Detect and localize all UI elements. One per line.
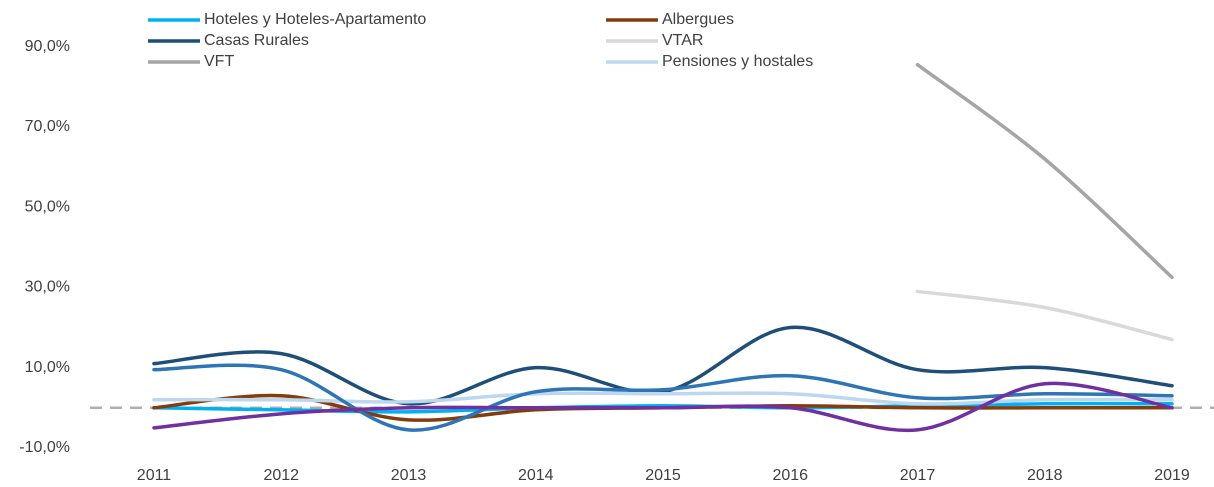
legend-label: Hoteles y Hoteles-Apartamento	[204, 11, 426, 28]
x-tick-label: 2011	[137, 467, 172, 484]
x-tick-label: 2016	[772, 467, 808, 484]
x-tick-label: 2019	[1154, 467, 1190, 484]
legend-label: Albergues	[662, 11, 734, 28]
x-tick-label: 2012	[263, 467, 299, 484]
legend-label: VFT	[204, 53, 234, 70]
legend-label: VTAR	[662, 32, 703, 49]
series-line	[152, 381, 1174, 433]
y-tick-label: -10,0%	[19, 439, 70, 456]
legend-label: Casas Rurales	[204, 32, 309, 49]
series-line	[152, 325, 1174, 406]
y-tick-label: 30,0%	[25, 279, 70, 296]
y-tick-label: 70,0%	[25, 118, 70, 135]
x-tick-label: 2017	[900, 467, 936, 484]
y-tick-label: 10,0%	[25, 359, 70, 376]
x-tick-label: 2014	[518, 467, 554, 484]
series-line	[152, 391, 1174, 406]
y-tick-label: 90,0%	[25, 38, 70, 55]
x-tick-label: 2015	[645, 467, 681, 484]
x-tick-label: 2013	[391, 467, 427, 484]
legend-label: Pensiones y hostales	[662, 53, 813, 70]
series-line	[915, 62, 1174, 280]
series-line	[915, 289, 1174, 342]
y-tick-label: 50,0%	[25, 198, 70, 215]
x-tick-label: 2018	[1027, 467, 1063, 484]
